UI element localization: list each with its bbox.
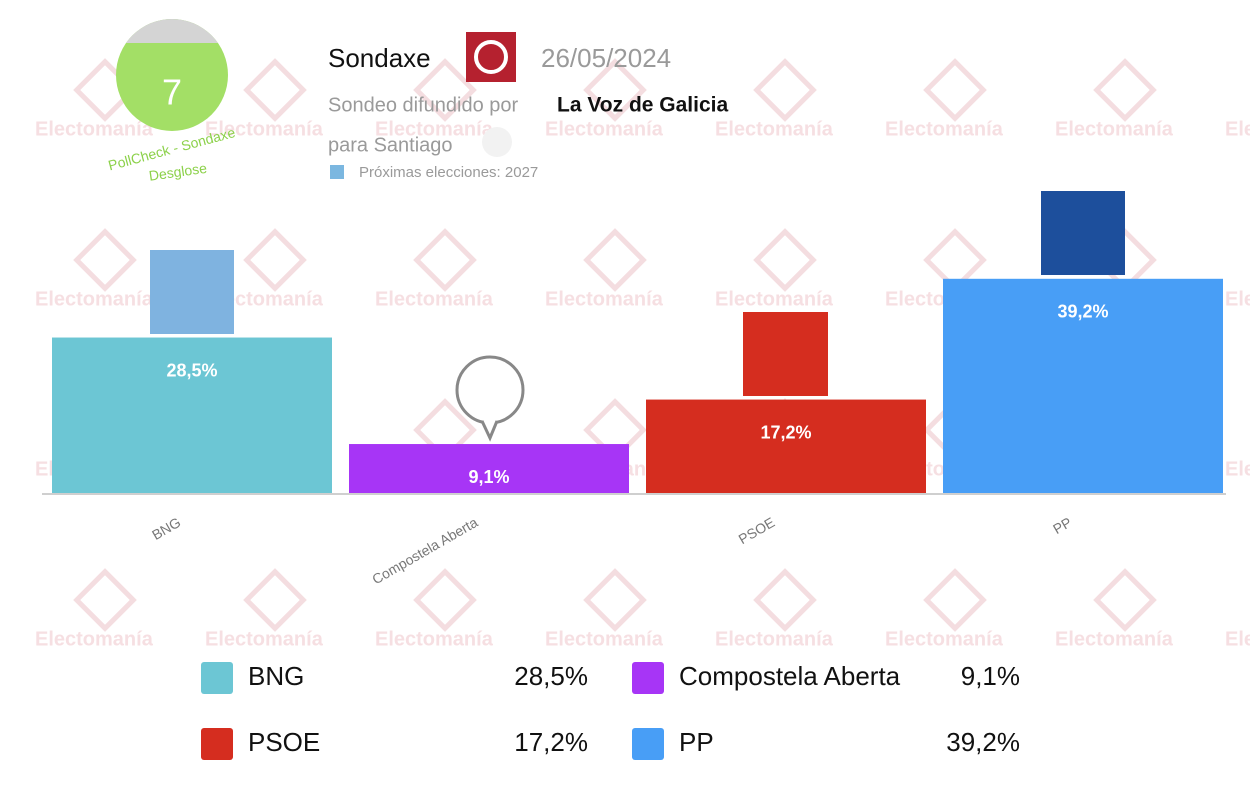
value-label: 28,5% [166,360,217,380]
watermark: Electomanía [1225,628,1250,650]
x-tick-label: Compostela Aberta [369,514,480,587]
media: La Voz de Galicia [557,94,728,117]
watermark-icon [73,568,137,632]
legend-name: Compostela Aberta [679,661,901,691]
value-label: 9,1% [468,467,509,487]
score: 7 [162,72,182,113]
watermark: Electomanía [545,118,664,140]
place: para Santiago [328,134,453,156]
watermark: Electomanía [885,628,1004,650]
published-by: Sondeo difundido por [328,94,518,116]
bar [52,337,332,494]
breakdown-link[interactable]: Desglose [148,160,208,184]
ca-logo-tail [480,420,499,442]
next-election: Próximas elecciones: 2027 [359,164,538,181]
pollster-logo [466,32,516,82]
watermark: Electomanía [545,288,664,310]
legend-icon [632,662,664,694]
x-tick-label: BNG [149,514,183,543]
legend-icon [201,662,233,694]
watermark: Electomanía [1225,118,1250,140]
watermark-icon [923,58,987,122]
legend-name: PSOE [248,727,320,757]
legend-value: 9,1% [961,661,1020,691]
x-tick-label: PSOE [736,514,778,547]
value-label: 39,2% [1057,302,1108,322]
legend-icon [201,728,233,760]
watermark-icon [583,228,647,292]
pp-logo [1041,191,1125,275]
watermark-icon [583,568,647,632]
watermark-icon [413,568,477,632]
watermark: Electomanía [715,628,834,650]
ballot-icon [330,165,344,179]
watermark: Electomanía [375,118,494,140]
watermark-icon [73,228,137,292]
legend-value: 17,2% [514,727,588,757]
bar [646,399,926,494]
watermark-icon [413,228,477,292]
bar [349,444,629,494]
watermark: Electomanía [1055,628,1174,650]
bar [943,278,1223,494]
date: 26/05/2024 [541,43,671,73]
value-label: 17,2% [760,422,811,442]
watermark-icon [753,58,817,122]
watermark-icon [413,58,477,122]
legend-name: BNG [248,661,304,691]
watermark-icon [243,568,307,632]
legend-icon [632,728,664,760]
watermark: Electomanía [35,118,154,140]
watermark-icon [1093,58,1157,122]
watermark: Electomanía [35,288,154,310]
watermark: Electomanía [375,628,494,650]
ca-logo [455,355,525,425]
watermark-icon [1093,568,1157,632]
watermark: Electomanía [715,118,834,140]
watermark: Electomanía [375,288,494,310]
legend: BNG 28,5% Compostela Aberta 9,1% PSOE 17,2% PP… [201,661,1020,760]
watermark: Electomanía [1055,118,1174,140]
legend-value: 28,5% [514,661,588,691]
watermark: Electomanía [885,118,1004,140]
watermark: Electomanía [1225,288,1250,310]
watermark: Electomanía [1225,458,1250,480]
legend-value: 39,2% [946,727,1020,757]
psoe-logo [743,312,828,396]
watermark-icon [243,58,307,122]
watermark-icon [923,228,987,292]
bars: 28,5% BNG 9,1% Compostela Aberta 17,2% PSOE 39… [52,278,1223,587]
pollster-logo-mark [474,40,508,74]
watermark-icon [753,228,817,292]
watermark: Electomanía [205,288,324,310]
watermark: Electomanía [205,118,324,140]
watermark-icon [583,58,647,122]
watermark-icon [753,568,817,632]
watermark: Electomanía [545,628,664,650]
x-tick-label: PP [1050,514,1074,537]
bng-logo [150,250,234,334]
watermark: Electomanía [205,628,324,650]
watermark: Electomanía [35,628,154,650]
watermark-icon [243,228,307,292]
watermark: Electomanía [715,288,834,310]
legend-name: PP [679,727,714,757]
pollster: Sondaxe [328,43,431,73]
place-icon [482,127,512,157]
watermark-icon [923,568,987,632]
